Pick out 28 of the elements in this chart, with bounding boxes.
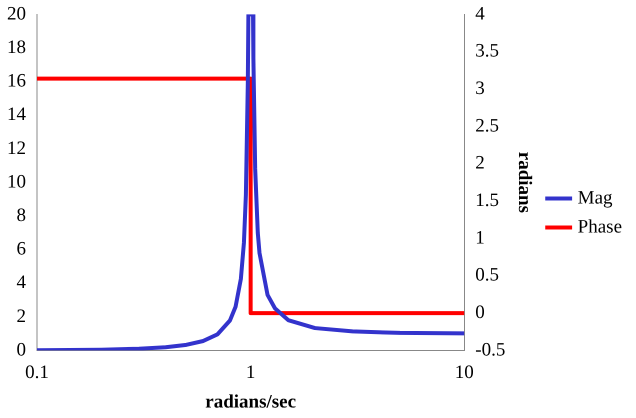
y2-axis-title: radians: [514, 152, 535, 214]
y2-tick-label: -0.5: [475, 339, 506, 360]
y-tick-label: 18: [7, 36, 26, 58]
x-axis-title: radians/sec: [205, 392, 296, 413]
y-tick-label: 20: [7, 3, 26, 24]
y-tick-label: 14: [7, 104, 26, 126]
y2-tick-label: 1.5: [475, 190, 500, 212]
y-tick-label: 16: [7, 70, 26, 92]
y2-tick-label: 3: [475, 78, 485, 100]
y-tick-label: 4: [16, 272, 26, 294]
y2-tick-label: 0.5: [475, 264, 500, 286]
y-tick-label: 2: [16, 306, 26, 327]
y2-tick-label: 2: [475, 152, 485, 174]
y-tick-label: 0: [16, 339, 26, 360]
y-tick-label: 12: [7, 138, 26, 159]
y2-tick-label: 4: [475, 3, 486, 24]
y2-tick-label: 2.5: [475, 115, 500, 136]
legend-label: Phase: [578, 216, 622, 238]
y2-tick-label: 0: [475, 302, 485, 324]
x-tick-label: 0.1: [25, 362, 49, 383]
y-tick-label: 6: [16, 238, 26, 260]
y2-tick-label: 3.5: [475, 40, 500, 62]
x-tick-label: 1: [246, 362, 256, 383]
legend-label: Mag: [578, 187, 613, 208]
y-tick-label: 8: [16, 204, 26, 226]
y-tick-label: 10: [7, 171, 26, 192]
x-tick-label: 10: [454, 362, 474, 383]
y2-tick-label: 1: [475, 227, 485, 248]
